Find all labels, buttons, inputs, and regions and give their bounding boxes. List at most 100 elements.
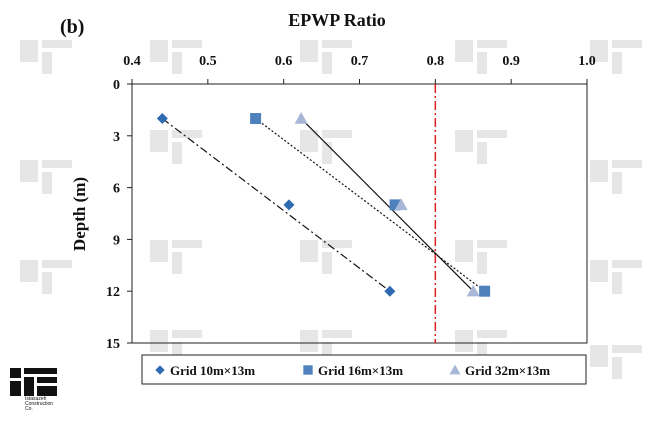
watermark-block	[322, 40, 352, 48]
watermark-block	[20, 160, 38, 182]
y-tick-label: 6	[113, 182, 120, 197]
watermark-block	[20, 260, 38, 282]
watermark-block	[150, 40, 168, 62]
watermark-block	[477, 330, 507, 338]
x-axis: 0.4 0.5 0.6 0.7 0.8 0.9 1.0	[123, 54, 596, 84]
data-point-series-3	[394, 198, 408, 211]
data-markers	[156, 112, 491, 297]
data-point-series-2	[389, 199, 401, 211]
watermark-block	[612, 172, 622, 194]
watermark-block	[477, 240, 507, 248]
watermark-block	[300, 330, 318, 352]
watermark	[20, 40, 642, 379]
watermark-block	[172, 130, 202, 138]
x-tick-label: 0.4	[123, 54, 141, 69]
watermark-block	[590, 40, 608, 62]
watermark-block	[42, 160, 72, 168]
y-tick-label: 0	[113, 78, 120, 93]
watermark-block	[172, 252, 182, 274]
watermark-block	[42, 260, 72, 268]
y-tick-label: 9	[113, 233, 120, 248]
watermark-block	[172, 142, 182, 164]
trendlines	[161, 118, 485, 292]
watermark-block	[42, 52, 52, 74]
watermark-block	[322, 240, 352, 248]
watermark-block	[172, 52, 182, 74]
legend-marker-series-1	[155, 365, 165, 375]
legend-label-series-2: Grid 16m×13m	[318, 363, 403, 378]
logo-text-line: Construction	[25, 401, 53, 407]
data-point-series-2	[479, 285, 491, 297]
watermark-block	[612, 272, 622, 294]
logo-text-line: Istasazeh	[25, 396, 47, 402]
watermark-block	[42, 272, 52, 294]
plot-area	[131, 83, 588, 344]
watermark-block	[612, 52, 622, 74]
watermark-block	[172, 342, 182, 364]
watermark-block	[477, 252, 487, 274]
watermark-block	[455, 330, 473, 352]
watermark-block	[612, 160, 642, 168]
chart-title: EPWP Ratio	[288, 10, 386, 30]
watermark-block	[322, 52, 332, 74]
legend: Grid 10m×13m Grid 16m×13m Grid 32m×13m	[141, 354, 587, 385]
legend-marker-series-3	[449, 364, 461, 375]
legend-marker-series-2	[303, 365, 313, 375]
logo-text-line: Co.	[25, 406, 33, 412]
watermark-block	[172, 40, 202, 48]
y-axis-label: Depth (m)	[70, 177, 89, 251]
watermark-block	[322, 330, 352, 338]
watermark-block	[612, 345, 642, 353]
watermark-block	[455, 40, 473, 62]
watermark-block	[42, 40, 72, 48]
watermark-block	[590, 260, 608, 282]
y-tick-label: 3	[113, 130, 120, 145]
watermark-block	[42, 172, 52, 194]
legend-label-series-1: Grid 10m×13m	[170, 363, 255, 378]
legend-label-series-3: Grid 32m×13m	[465, 363, 550, 378]
watermark-block	[477, 130, 507, 138]
trendline-series-3	[300, 118, 474, 292]
x-tick-label: 0.7	[351, 54, 369, 69]
data-point-series-1	[283, 199, 295, 211]
watermark-block	[172, 240, 202, 248]
watermark-block	[477, 40, 507, 48]
watermark-block	[300, 240, 318, 262]
legend-box	[141, 354, 587, 385]
watermark-block	[612, 357, 622, 379]
data-point-series-3	[466, 284, 480, 297]
data-point-series-3	[294, 112, 308, 124]
trendline-series-1	[161, 118, 391, 292]
watermark-block	[322, 142, 332, 164]
watermark-block	[612, 260, 642, 268]
watermark-block	[172, 330, 202, 338]
watermark-block	[477, 142, 487, 164]
watermark-block	[455, 130, 473, 152]
data-point-series-1	[156, 113, 168, 125]
watermark-block	[322, 252, 332, 274]
watermark-block	[300, 130, 318, 152]
x-tick-label: 0.5	[199, 54, 217, 69]
data-point-series-2	[250, 113, 262, 125]
watermark-block	[455, 240, 473, 262]
watermark-block	[150, 240, 168, 262]
panel-label: (b)	[60, 16, 84, 38]
watermark-block	[322, 342, 332, 364]
data-point-series-1	[384, 285, 396, 297]
watermark-block	[20, 40, 38, 62]
watermark-block	[300, 40, 318, 62]
y-tick-label: 15	[106, 337, 120, 352]
y-tick-label: 12	[106, 285, 120, 300]
watermark-block	[322, 130, 352, 138]
y-axis: 0 3 6 9 12 15	[106, 78, 132, 352]
x-tick-label: 0.9	[502, 54, 520, 69]
x-tick-label: 0.6	[275, 54, 293, 69]
watermark-block	[150, 330, 168, 352]
watermark-block	[477, 52, 487, 74]
watermark-block	[612, 40, 642, 48]
watermark-block	[590, 345, 608, 367]
watermark-block	[150, 130, 168, 152]
watermark-block	[477, 342, 487, 364]
